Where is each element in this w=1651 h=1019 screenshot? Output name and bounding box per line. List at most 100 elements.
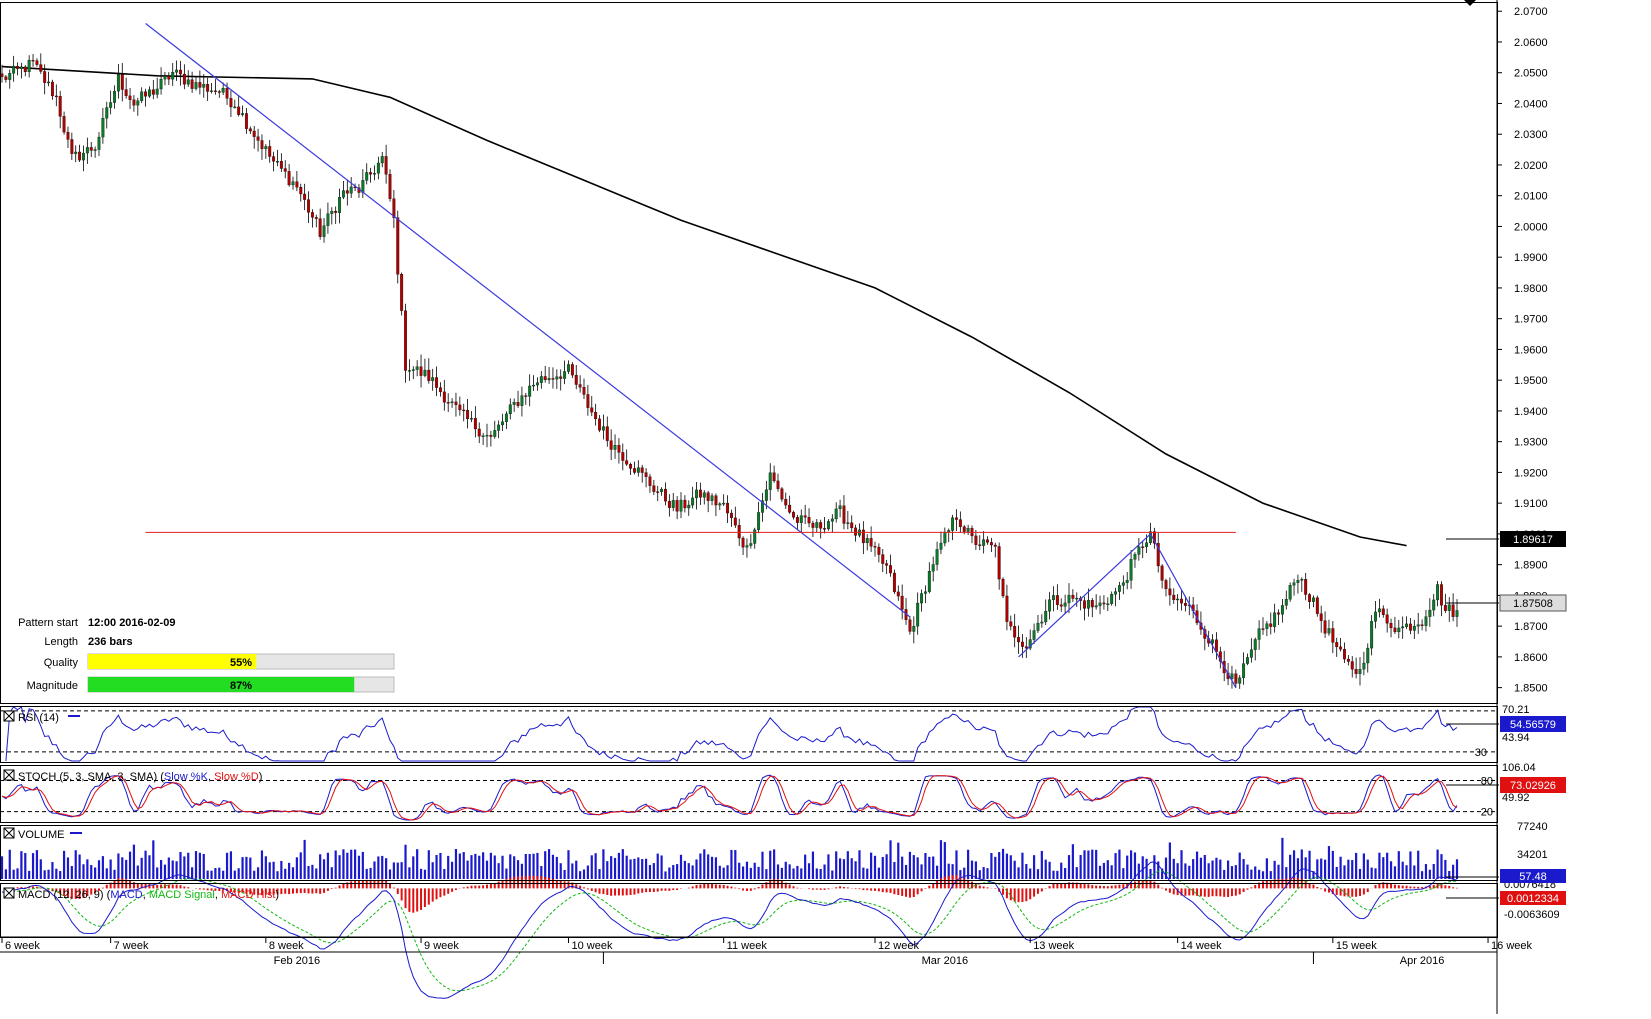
candle-body — [539, 376, 543, 383]
volume-panel[interactable]: 77240 34201 — [0, 821, 1548, 879]
pattern-length-value: 236 bars — [88, 636, 133, 648]
candle-body — [846, 522, 850, 524]
candle-body — [1048, 599, 1052, 612]
candle-body — [516, 402, 520, 406]
candle-body — [155, 88, 159, 95]
volume-title-text: VOLUME — [18, 829, 64, 841]
candle-body — [563, 371, 567, 379]
candle-body — [376, 162, 380, 174]
candle-body — [415, 366, 419, 370]
candle-body — [1071, 594, 1075, 599]
candle-body — [733, 517, 737, 526]
candle-body — [729, 512, 733, 519]
price-tick-label: 1.8700 — [1514, 621, 1548, 633]
price-tick-label: 1.9900 — [1514, 252, 1548, 264]
candle-body — [132, 99, 136, 106]
candle-body — [0, 73, 4, 77]
candle-body — [664, 488, 667, 502]
candle-body — [737, 525, 741, 539]
candle-body — [640, 467, 644, 473]
price-tick-label: 1.9100 — [1514, 498, 1548, 510]
candle-body — [272, 156, 276, 162]
candle-body — [1020, 641, 1024, 647]
candle-body — [1350, 661, 1354, 670]
stoch-axis-label: 49.92 — [1502, 792, 1530, 804]
candle-body — [617, 445, 621, 453]
candle-body — [1183, 603, 1187, 606]
pattern-trendline — [1018, 532, 1237, 688]
stoch-title-text: STOCH (5, 3, SMA, 3, SMA) (Slow %K, Slow… — [18, 771, 262, 783]
candle-body — [815, 522, 819, 528]
candle-body — [1001, 578, 1005, 597]
candle-body — [702, 492, 706, 498]
candle-body — [140, 91, 144, 101]
magnitude-label: Magnitude — [27, 680, 78, 692]
candle-body — [811, 522, 815, 528]
price-tick-label: 1.9600 — [1514, 344, 1548, 356]
sma-path — [1, 65, 1407, 547]
candle-body — [1141, 546, 1145, 548]
candle-body — [1401, 626, 1405, 629]
candle-body — [1028, 639, 1032, 649]
price-tick-label: 2.0200 — [1514, 160, 1548, 172]
candle-body — [54, 95, 58, 98]
stoch-axis-label: 106.04 — [1502, 762, 1536, 774]
candle-body — [605, 426, 609, 441]
candle-body — [109, 102, 113, 108]
panel-frames — [0, 0, 1498, 1014]
candle-body — [559, 376, 563, 379]
candle-body — [1129, 559, 1133, 581]
candle-body — [175, 69, 179, 73]
candle-body — [877, 546, 881, 555]
price-tick-label: 2.0700 — [1514, 6, 1548, 18]
candle-body — [1024, 646, 1028, 649]
candle-body — [349, 186, 353, 194]
candle-body — [295, 181, 299, 188]
candle-body — [761, 500, 764, 513]
candle-body — [1280, 605, 1284, 615]
candle-body — [182, 73, 186, 85]
price-tick-label: 2.0400 — [1514, 98, 1548, 110]
quality-label: Quality — [44, 657, 79, 669]
rsi-panel[interactable]: 70.21 43.94 30 — [0, 704, 1530, 762]
candle-body — [1265, 623, 1269, 629]
candle-body — [210, 90, 213, 92]
candle-body — [1343, 649, 1346, 660]
candle-body — [1269, 623, 1273, 627]
candle-body — [1416, 624, 1420, 627]
candle-body — [598, 418, 601, 431]
macd-tag-box — [1500, 891, 1566, 905]
macd-tag-text: 0.0012334 — [1507, 893, 1559, 905]
candle-body — [66, 131, 70, 140]
candle-body — [97, 136, 101, 150]
candle-body — [889, 565, 892, 574]
candle-body — [74, 151, 78, 154]
candle-body — [299, 187, 303, 195]
candle-body — [497, 424, 501, 431]
stoch-axis-label: 20 — [1481, 807, 1493, 819]
candle-body — [1319, 613, 1323, 621]
candle-body — [334, 210, 338, 213]
candlesticks[interactable] — [0, 53, 1459, 689]
candle-body — [535, 382, 539, 386]
rsi-line — [5, 706, 1458, 762]
candle-body — [826, 521, 830, 530]
candle-body — [1455, 610, 1459, 617]
candle-body — [772, 472, 776, 482]
stochastic-panel[interactable]: 106.04 80 49.92 20 — [0, 762, 1536, 821]
candle-body — [213, 90, 217, 92]
week-tick-label: 13 week — [1033, 940, 1074, 952]
candle-body — [958, 519, 962, 527]
week-tick-label: 14 week — [1181, 940, 1222, 952]
candle-body — [264, 146, 268, 150]
candle-body — [667, 500, 671, 508]
candle-body — [1102, 602, 1106, 605]
candle-body — [776, 480, 780, 489]
candle-body — [318, 218, 322, 237]
candle-body — [1315, 597, 1319, 614]
candle-body — [547, 378, 551, 381]
scroll-down-icon[interactable] — [1464, 0, 1476, 6]
candle-body — [39, 64, 43, 72]
candle-body — [124, 89, 128, 97]
candle-body — [524, 395, 528, 397]
